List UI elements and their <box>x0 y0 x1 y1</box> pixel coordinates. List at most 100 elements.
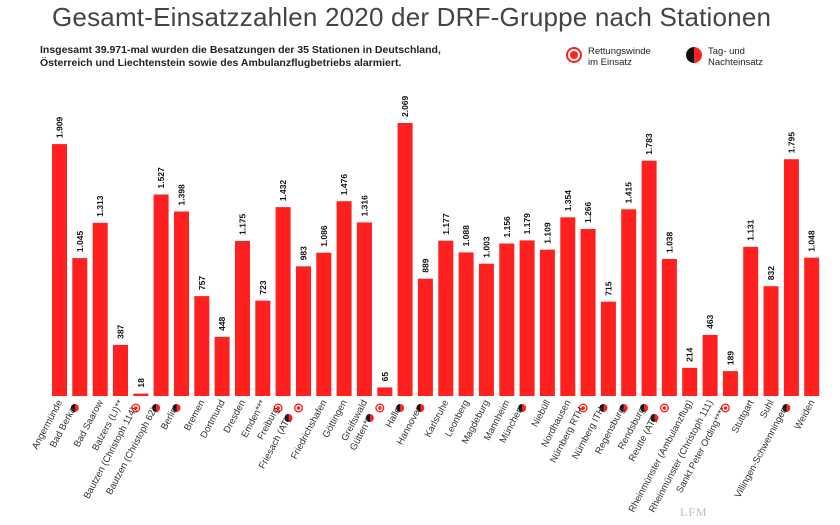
bar <box>743 246 759 396</box>
legend-rescue-winch: Rettungswinde im Einsatz <box>566 46 658 68</box>
bar <box>316 252 332 396</box>
value-label: 448 <box>217 316 227 330</box>
rescue-winch-icon <box>566 47 582 63</box>
bar <box>377 387 393 396</box>
bar <box>783 159 799 396</box>
page-title: Gesamt-Einsatzzahlen 2020 der DRF-Gruppe… <box>52 2 772 32</box>
value-label: 463 <box>705 314 715 328</box>
category-label: Stuttgart <box>730 398 757 435</box>
rescue-winch-icon-dot <box>662 406 667 410</box>
value-label: 1.003 <box>481 236 491 258</box>
bar <box>214 336 230 396</box>
bar <box>763 286 779 396</box>
category-label: Halle <box>384 405 404 429</box>
value-label: 1.432 <box>278 180 288 202</box>
value-label: 1.476 <box>339 174 349 196</box>
bar <box>336 201 352 396</box>
bar <box>478 263 494 396</box>
value-label: 1.088 <box>461 225 471 247</box>
bar <box>600 301 616 396</box>
value-label: 1.179 <box>522 213 532 235</box>
value-label: 1.131 <box>746 219 756 241</box>
bar <box>641 160 657 396</box>
bar <box>661 259 677 396</box>
value-label: 1.527 <box>156 167 166 189</box>
value-label: 715 <box>603 281 613 295</box>
value-label: 1.266 <box>583 201 593 223</box>
bar <box>804 257 820 396</box>
value-label: 1.038 <box>664 231 674 253</box>
bar <box>417 278 433 396</box>
day-night-icon <box>686 47 702 63</box>
bar <box>235 241 250 396</box>
value-label: 1.177 <box>441 213 451 235</box>
bar <box>580 229 596 396</box>
bar <box>519 240 535 396</box>
bar <box>275 207 291 396</box>
value-label: 1.909 <box>55 117 65 139</box>
bar <box>356 222 372 396</box>
day-night-icon <box>599 404 608 412</box>
rescue-winch-icon-dot <box>723 406 728 410</box>
bar <box>397 123 413 396</box>
day-night-icon <box>619 404 628 412</box>
rescue-winch-icon-dot <box>378 406 382 410</box>
legend-day-night-label: Tag- und Nachteinsatz <box>708 46 763 68</box>
value-label: 189 <box>725 351 735 365</box>
value-label: 1.048 <box>807 230 817 252</box>
legend-rescue-winch-label: Rettungswinde im Einsatz <box>588 46 651 68</box>
bar <box>174 211 189 396</box>
bar <box>92 222 108 396</box>
category-label: Weiden <box>793 398 818 431</box>
value-label: 1.354 <box>563 190 573 212</box>
value-label: 1.313 <box>95 195 105 217</box>
value-label: 1.398 <box>177 184 187 206</box>
rescue-winch-icon-dot <box>134 406 138 410</box>
bar <box>72 258 88 396</box>
value-label: 1.045 <box>75 231 85 253</box>
day-night-icon <box>152 404 161 412</box>
chart-subtitle: Insgesamt 39.971-mal wurden die Besatzun… <box>40 44 441 69</box>
value-label: 889 <box>420 258 430 272</box>
bar <box>458 252 474 396</box>
legend-day-night: Tag- und Nachteinsatz <box>686 46 778 68</box>
bar <box>539 249 555 396</box>
value-label: 387 <box>116 324 126 338</box>
value-label: 723 <box>258 280 268 294</box>
value-label: 832 <box>766 266 776 280</box>
bar <box>499 243 515 396</box>
day-night-icon <box>284 414 293 422</box>
bar <box>560 217 576 396</box>
value-label: 1.316 <box>359 195 369 217</box>
day-night-icon <box>518 404 527 412</box>
day-night-icon <box>650 414 659 422</box>
day-night-icon <box>365 414 374 422</box>
bar <box>682 367 698 396</box>
value-label: 1.175 <box>238 213 248 235</box>
watermark: LFM <box>680 505 708 519</box>
value-label: 214 <box>685 347 695 361</box>
bar <box>52 144 67 396</box>
value-label: 1.086 <box>319 225 329 247</box>
day-night-icon <box>640 404 649 412</box>
bar <box>722 371 738 396</box>
value-label: 65 <box>380 372 390 382</box>
bar <box>153 194 169 396</box>
category-label: Berlin <box>159 405 180 432</box>
day-night-icon <box>396 404 405 412</box>
day-night-icon <box>172 404 181 412</box>
value-label: 1.156 <box>502 216 512 238</box>
rescue-winch-icon-dot <box>276 406 280 410</box>
bar <box>133 393 149 396</box>
value-label: 1.415 <box>624 182 634 204</box>
bar <box>194 296 210 396</box>
day-night-icon <box>782 404 791 412</box>
value-label: 2.069 <box>400 95 410 117</box>
value-label: 18 <box>136 378 146 388</box>
bar <box>255 300 271 396</box>
value-label: 983 <box>299 246 309 260</box>
bar <box>621 209 637 396</box>
rescue-winch-icon-dot <box>581 406 585 410</box>
day-night-icon <box>416 404 425 412</box>
